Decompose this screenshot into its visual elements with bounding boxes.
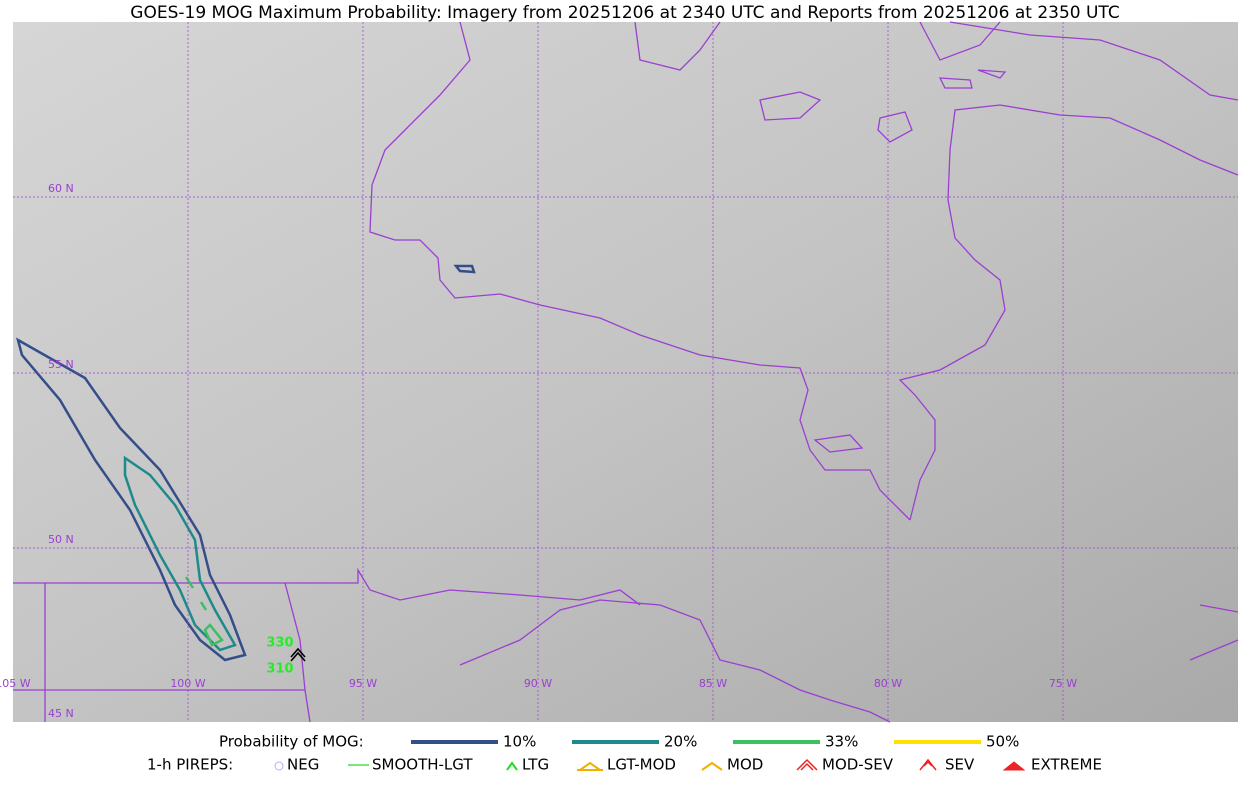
legend-label: SEV [945,756,975,774]
contour-10 [16,337,247,662]
legend-label: NEG [287,756,319,774]
legend-label: 10% [503,733,536,751]
lat-label: 45 N [48,707,74,720]
contour-20 [123,455,237,652]
legend-title: 1-h PIREPS: [147,756,233,774]
lon-label: 100 W [170,677,205,690]
legend-label: SMOOTH-LGT [372,756,473,774]
legend-icon [919,758,937,771]
report-icon [290,647,306,662]
report-label: 330 [266,636,293,651]
lat-label: 55 N [48,358,74,371]
legend-icon [506,761,518,771]
coastline [634,21,1239,101]
map: 60 N 55 N 50 N 45 N 105 W 100 W 95 W 90 W 85 W 80… [0,21,1239,723]
lon-label: 95 W [349,677,377,690]
lat-label: 60 N [48,182,74,195]
report-label: 310 [266,662,293,677]
satellite-imagery [13,22,1238,722]
legend-title: Probability of MOG: [219,733,364,751]
legend-label: MOD-SEV [822,756,894,774]
legend: Probability of MOG: 10% 20% 33% 50% 1-h PIREP… [147,733,1102,774]
legend-icon [577,761,603,771]
coastline [369,21,911,521]
lon-label: 85 W [699,677,727,690]
legend-label: 33% [825,733,858,751]
island [759,69,1007,453]
legend-label: 50% [986,733,1019,751]
contour-33 [184,576,224,647]
lon-label: 80 W [874,677,902,690]
legend-icon [1002,761,1026,771]
legend-label: EXTREME [1031,756,1102,774]
lon-label: 105 W [0,677,31,690]
legend-icon [796,758,818,771]
lat-label: 50 N [48,533,74,546]
coastline [898,104,1239,521]
lon-label: 90 W [524,677,552,690]
legend-label: LTG [522,756,549,774]
coastlines [13,21,1239,723]
contour-10 [453,264,476,274]
title: GOES-19 MOG Maximum Probability: Imagery… [130,3,1119,23]
borders [13,567,1239,723]
legend-icon [701,761,723,771]
legend-label: LGT-MOD [607,756,676,774]
legend-label: 20% [664,733,697,751]
lon-label: 75 W [1049,677,1077,690]
legend-label: MOD [727,756,763,774]
legend-icon [274,761,284,771]
